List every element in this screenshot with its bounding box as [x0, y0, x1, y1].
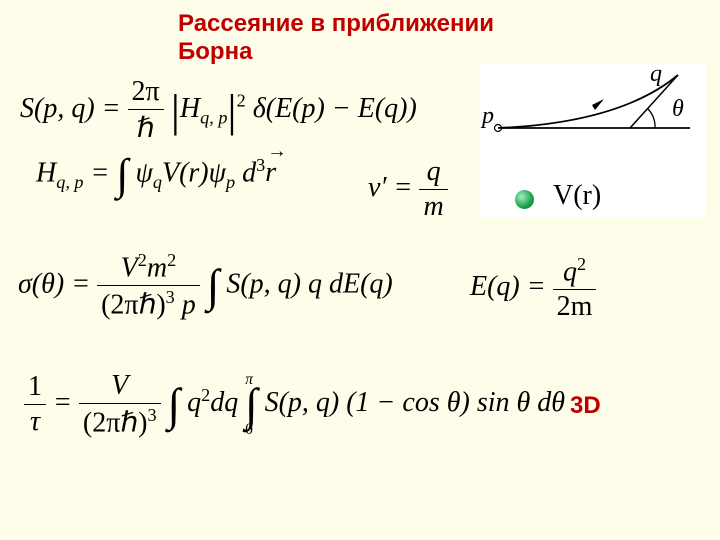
formula-Hqp: Hq, p = ∫ ψqV(r)ψp d3→r [36, 155, 276, 195]
label-p: p [480, 103, 494, 129]
label-q: q [650, 63, 662, 87]
formula-S: S(p, q) = 2π ℏ |Hq, p|2 δ(E(p) − E(q)) [20, 76, 417, 145]
formula-vprime: v′ = q m [368, 156, 448, 223]
annot-3d: 3D [570, 392, 601, 420]
formula-tau: 1 τ = V (2πℏ)3 ∫ q2dq π0∫ S(p, q) (1 − c… [24, 370, 565, 439]
slide-title: Рассеяние в приближении Борна [178, 10, 508, 65]
formula-sigma: σ(θ) = V2m2 (2πℏ)3 p ∫ S(p, q) q dE(q) [18, 250, 393, 322]
formula-Eq: E(q) = q2 2m [470, 254, 596, 323]
potential-dot-icon [515, 190, 534, 209]
scattering-svg: p q θ [480, 63, 705, 183]
label-Vr: V(r) [553, 180, 601, 212]
label-theta: θ [672, 96, 684, 122]
